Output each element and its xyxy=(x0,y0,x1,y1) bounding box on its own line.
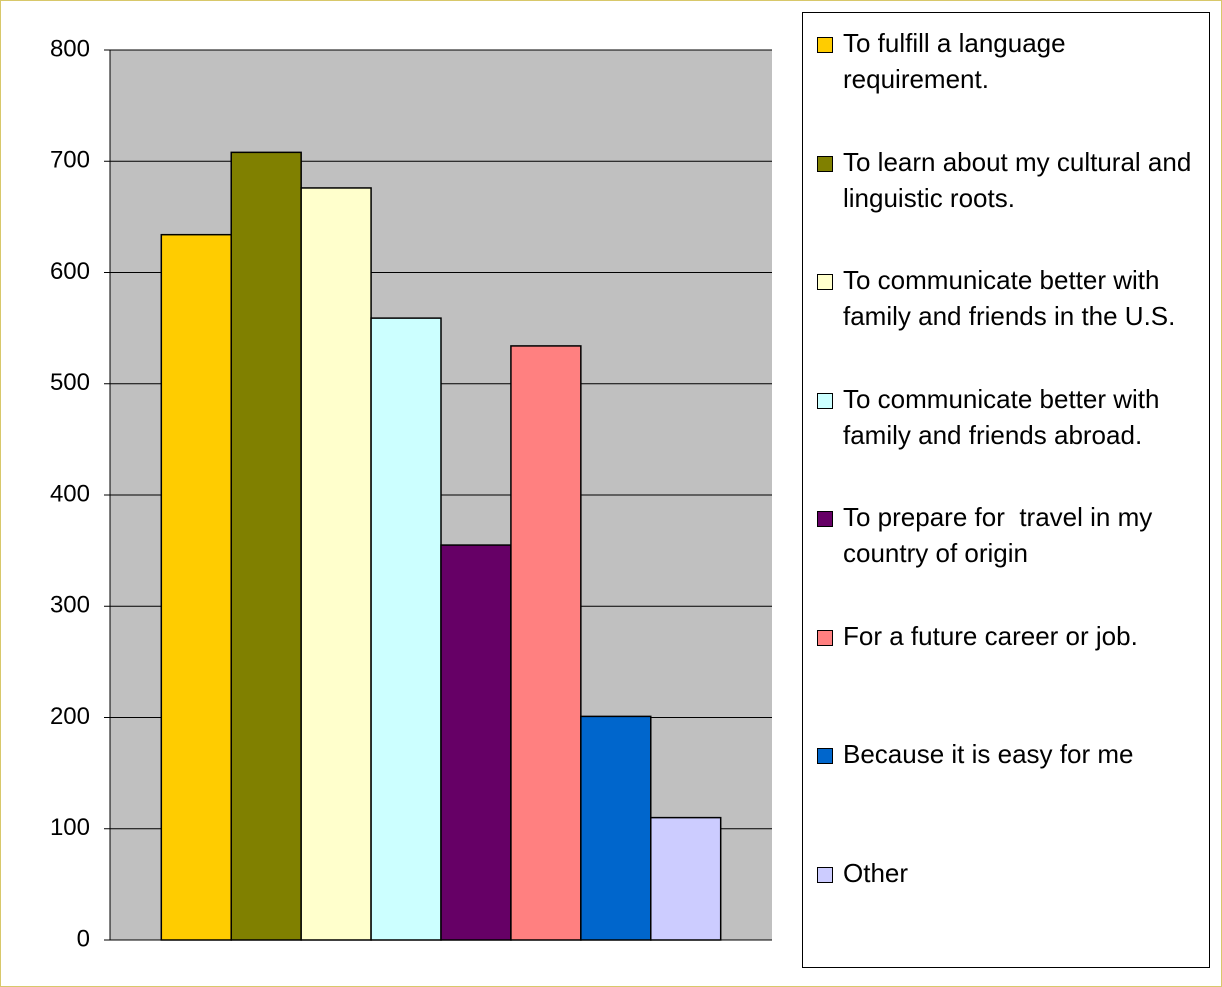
y-tick-label: 400 xyxy=(50,480,90,507)
y-tick-label: 0 xyxy=(77,925,90,952)
legend-entry: To fulfill a language requirement. xyxy=(817,25,1205,97)
legend-entry: To learn about my cultural and linguisti… xyxy=(817,144,1205,216)
bar xyxy=(440,544,512,941)
y-tick-label: 700 xyxy=(50,147,90,174)
legend-swatch xyxy=(817,748,833,764)
y-tick-label: 300 xyxy=(50,592,90,619)
bar xyxy=(230,151,302,941)
bar xyxy=(300,187,372,941)
y-tick-label: 500 xyxy=(50,369,90,396)
legend-label: Because it is easy for me xyxy=(843,739,1134,769)
legend-label: To communicate better with family and fr… xyxy=(843,383,1167,450)
legend-entry: Because it is easy for me xyxy=(817,736,1205,772)
legend-entry: For a future career or job. xyxy=(817,618,1205,654)
y-tick-label: 100 xyxy=(50,814,90,841)
legend-swatch xyxy=(817,511,833,527)
legend-label: For a future career or job. xyxy=(843,620,1138,651)
legend-swatch xyxy=(817,155,833,172)
legend-label: Other xyxy=(843,857,909,888)
legend-entry: To prepare for travel in my country of o… xyxy=(817,499,1205,571)
bar xyxy=(650,816,722,941)
legend-entry: To communicate better with family and fr… xyxy=(817,262,1205,334)
legend-swatch xyxy=(817,37,833,53)
legend-entry: To communicate better with family and fr… xyxy=(817,381,1205,453)
legend-swatch xyxy=(817,274,833,290)
chart: 0 100 200 300 400 500 600 700 800 xyxy=(50,35,772,952)
bar xyxy=(510,345,582,941)
legend-entry: Other xyxy=(817,855,1205,891)
bar xyxy=(370,317,442,941)
legend-swatch xyxy=(817,866,833,883)
y-tick-label: 600 xyxy=(50,258,90,285)
legend-label: To learn about my cultural and linguisti… xyxy=(843,146,1199,213)
legend-label: To communicate better with family and fr… xyxy=(843,265,1176,331)
legend-swatch xyxy=(817,629,833,646)
bar xyxy=(580,715,652,941)
legend-label: To prepare for travel in my country of o… xyxy=(843,502,1160,568)
bar xyxy=(160,233,232,941)
legend-label: To fulfill a language requirement. xyxy=(843,28,1073,94)
y-tick-label: 200 xyxy=(50,703,90,730)
legend-swatch xyxy=(817,392,833,409)
y-tick-label: 800 xyxy=(50,35,90,62)
legend: To fulfill a language requirement. To lea… xyxy=(802,12,1210,968)
